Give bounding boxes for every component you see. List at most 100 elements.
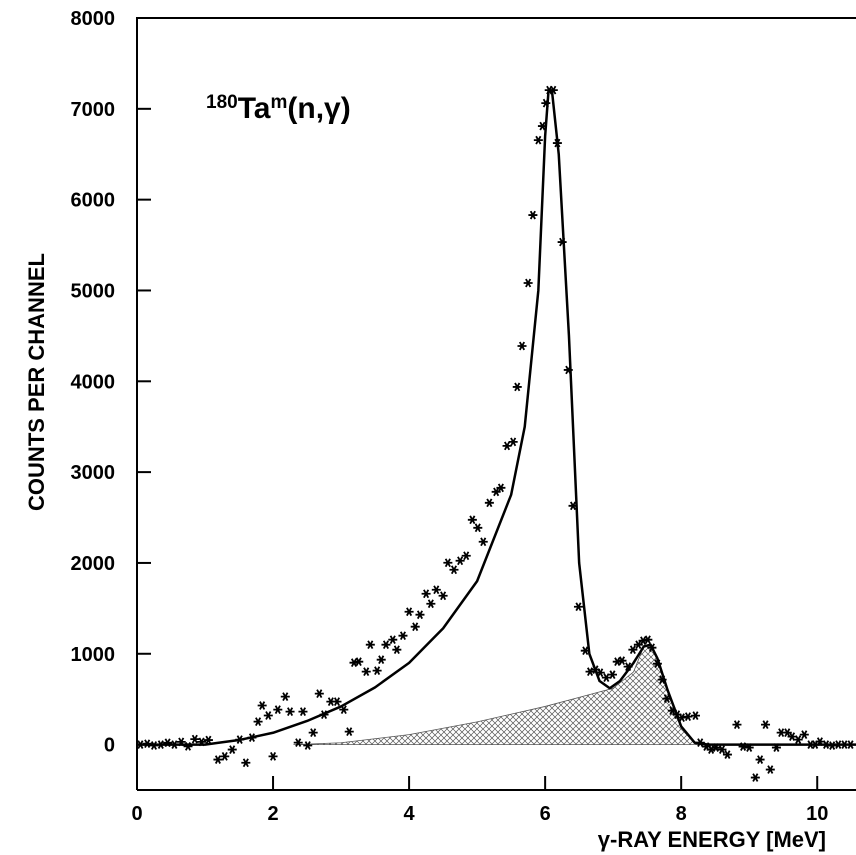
data-point bbox=[308, 728, 318, 737]
data-point bbox=[738, 742, 748, 751]
data-point bbox=[461, 551, 471, 561]
data-point bbox=[821, 740, 831, 749]
data-point bbox=[263, 711, 273, 720]
data-point bbox=[528, 210, 538, 220]
data-point bbox=[765, 765, 775, 774]
data-point bbox=[137, 740, 145, 749]
data-point bbox=[512, 382, 522, 392]
x-tick-label: 4 bbox=[404, 803, 416, 825]
data-point bbox=[647, 643, 657, 653]
data-point bbox=[365, 640, 375, 650]
data-point bbox=[431, 585, 441, 595]
data-point bbox=[415, 610, 425, 620]
data-point bbox=[628, 645, 638, 655]
data-point bbox=[176, 737, 186, 747]
y-tick-label: 8000 bbox=[71, 8, 116, 30]
data-point bbox=[398, 631, 408, 641]
data-point bbox=[537, 121, 547, 131]
data-point bbox=[690, 711, 700, 720]
data-point bbox=[169, 740, 179, 749]
data-point bbox=[404, 607, 414, 617]
data-point bbox=[332, 697, 342, 706]
annotation-mass: 180 bbox=[206, 92, 238, 113]
data-point bbox=[557, 237, 567, 247]
data-point bbox=[612, 657, 622, 667]
data-point bbox=[552, 138, 562, 148]
data-point bbox=[478, 537, 488, 547]
data-point bbox=[732, 720, 742, 729]
data-point bbox=[799, 730, 809, 739]
data-point bbox=[717, 745, 727, 754]
data-point bbox=[484, 498, 494, 508]
annotation-element: Ta bbox=[238, 92, 271, 125]
data-point bbox=[750, 773, 760, 782]
data-point bbox=[298, 707, 308, 716]
data-point bbox=[197, 737, 207, 747]
data-point bbox=[502, 441, 512, 451]
data-point bbox=[677, 713, 687, 722]
data-point bbox=[163, 738, 173, 748]
x-tick-label: 0 bbox=[131, 803, 142, 825]
data-point bbox=[580, 646, 590, 656]
data-point bbox=[361, 667, 371, 677]
data-point bbox=[548, 85, 558, 95]
x-tick-label: 2 bbox=[267, 803, 278, 825]
data-point bbox=[344, 727, 354, 736]
data-point bbox=[722, 750, 732, 759]
data-point bbox=[156, 740, 166, 749]
data-point bbox=[190, 734, 200, 744]
y-tick-label: 0 bbox=[104, 735, 115, 757]
data-point bbox=[541, 98, 551, 108]
data-point bbox=[443, 558, 453, 568]
annotation: 180Tam(n,γ) bbox=[206, 92, 351, 125]
data-point bbox=[761, 720, 771, 729]
y-tick-label: 1000 bbox=[71, 644, 116, 666]
data-point bbox=[235, 735, 245, 744]
data-point bbox=[183, 742, 193, 751]
data-point bbox=[410, 622, 420, 632]
data-point bbox=[815, 737, 825, 746]
y-tick-label: 5000 bbox=[71, 280, 116, 302]
y-tick-label: 2000 bbox=[71, 553, 116, 575]
data-point bbox=[517, 341, 527, 351]
data-point bbox=[652, 659, 662, 669]
data-point bbox=[508, 437, 518, 447]
data-point bbox=[426, 599, 436, 609]
data-point bbox=[846, 740, 856, 749]
data-point bbox=[568, 501, 578, 511]
x-axis-label: γ-RAY ENERGY [MeV] bbox=[598, 827, 826, 852]
data-point bbox=[662, 694, 672, 703]
data-point bbox=[280, 692, 290, 701]
data-point bbox=[695, 738, 705, 747]
data-point bbox=[711, 743, 721, 752]
data-point bbox=[787, 732, 797, 741]
data-point bbox=[533, 135, 543, 145]
data-point bbox=[381, 640, 391, 650]
x-tick-label: 8 bbox=[676, 803, 687, 825]
data-point bbox=[563, 365, 573, 375]
x-tick-label: 10 bbox=[806, 803, 828, 825]
data-point bbox=[388, 635, 398, 645]
data-point bbox=[793, 735, 803, 744]
data-point bbox=[293, 738, 303, 747]
data-point bbox=[467, 515, 477, 525]
data-point bbox=[253, 717, 263, 726]
data-point bbox=[372, 666, 382, 676]
annotation-reaction: (n,γ) bbox=[287, 92, 350, 125]
data-point bbox=[638, 636, 648, 646]
data-point bbox=[227, 745, 237, 754]
data-point bbox=[683, 712, 693, 721]
data-point bbox=[595, 668, 605, 678]
data-point bbox=[643, 635, 653, 645]
y-tick-label: 3000 bbox=[71, 462, 116, 484]
data-point bbox=[392, 645, 402, 655]
data-point bbox=[241, 758, 251, 768]
y-axis-label: COUNTS PER CHANNEL bbox=[24, 253, 49, 511]
data-point bbox=[268, 752, 278, 761]
data-point bbox=[203, 735, 213, 745]
data-point bbox=[601, 673, 611, 683]
data-point bbox=[285, 707, 295, 716]
data-point bbox=[257, 701, 267, 710]
data-point bbox=[657, 675, 667, 685]
